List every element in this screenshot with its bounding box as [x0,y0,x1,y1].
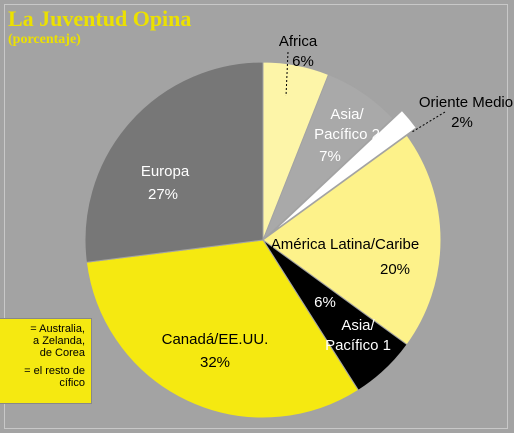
pie-slice [262,73,394,241]
slice-value: 20% [379,261,411,278]
legend-note: = Australia, [30,323,85,335]
legend-note: a Zelanda, [33,335,85,347]
pie-slice [85,239,360,419]
slice-value: 2% [451,114,473,131]
chart-subtitle: (porcentaje) [8,32,81,47]
pie-slice [262,134,442,346]
legend-box: = Australia, a Zelanda, de Corea = el resto… [0,318,92,404]
slice-label: Europa [140,163,190,180]
slice-label: Asia/ Pacífico 1 [325,317,391,354]
chart-title: La Juventud Opina [8,6,192,31]
slice-label: Asia/ Pacífico 2 [314,106,380,143]
slice-label: Oriente Medio [418,94,514,111]
legend-note: de Corea [39,347,85,359]
slice-value: 6% [314,294,336,311]
legend-note: = el resto de [24,365,85,377]
slice-value: 27% [147,186,179,203]
legend-note: cífico [59,377,85,389]
slice-value: 6% [292,53,314,70]
slice-value: 32% [199,354,231,371]
frame [4,4,508,429]
leader-line [411,111,446,133]
slice-label: América Latina/Caribe [270,236,420,253]
slice-value: 7% [319,148,341,165]
slice-label: Africa [278,33,318,50]
slice-label: Canadá/EE.UU. [161,331,269,348]
leader-line [285,51,289,97]
pie-slice [84,61,264,263]
pie-slice [271,109,417,233]
